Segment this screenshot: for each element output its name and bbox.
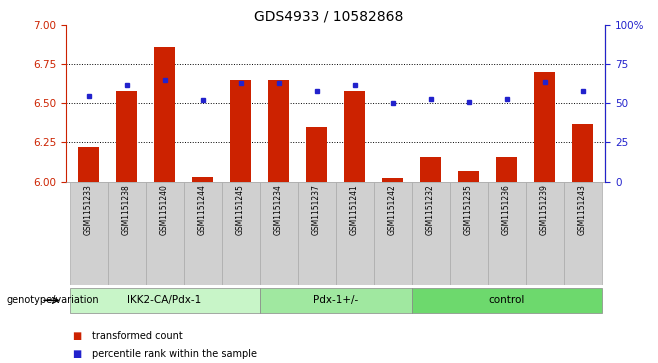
Bar (458, 171, 479, 182)
Text: GSM1151235: GSM1151235 (464, 185, 473, 236)
Text: IKK2-CA/Pdx-1: IKK2-CA/Pdx-1 (128, 295, 202, 305)
Text: percentile rank within the sample: percentile rank within the sample (92, 349, 257, 359)
Text: GSM1151232: GSM1151232 (426, 185, 435, 235)
Text: control: control (488, 295, 524, 305)
Bar (260, 288, 411, 313)
Bar (563, 182, 601, 285)
Text: ■: ■ (72, 331, 82, 341)
Text: GSM1151243: GSM1151243 (578, 185, 587, 236)
Bar (184, 182, 222, 285)
Bar (70, 182, 108, 285)
Text: GSM1151241: GSM1151241 (350, 185, 359, 235)
Text: GSM1151237: GSM1151237 (312, 185, 321, 236)
Bar (297, 182, 336, 285)
Text: GSM1151244: GSM1151244 (198, 185, 207, 236)
Bar (116, 91, 137, 182)
Text: GSM1151240: GSM1151240 (160, 185, 169, 236)
Text: GSM1151236: GSM1151236 (502, 185, 511, 236)
Text: GSM1151234: GSM1151234 (274, 185, 283, 236)
Bar (192, 177, 213, 182)
Bar (382, 178, 403, 182)
Text: genotype/variation: genotype/variation (7, 295, 99, 305)
Bar (268, 80, 289, 182)
Bar (526, 182, 563, 285)
Text: GDS4933 / 10582868: GDS4933 / 10582868 (254, 9, 404, 23)
Text: ■: ■ (72, 349, 82, 359)
Bar (411, 288, 601, 313)
Bar (230, 80, 251, 182)
Bar (572, 124, 593, 182)
Text: GSM1151233: GSM1151233 (84, 185, 93, 236)
Text: transformed count: transformed count (92, 331, 183, 341)
Bar (306, 127, 327, 182)
Text: GSM1151245: GSM1151245 (236, 185, 245, 236)
Bar (154, 47, 175, 182)
Bar (336, 182, 374, 285)
Bar (344, 91, 365, 182)
Bar (260, 182, 297, 285)
Bar (374, 182, 411, 285)
Bar (411, 182, 449, 285)
Bar (108, 182, 145, 285)
Text: Pdx-1+/-: Pdx-1+/- (313, 295, 358, 305)
Bar (534, 72, 555, 182)
Bar (78, 147, 99, 182)
Bar (496, 156, 517, 182)
Bar (145, 182, 184, 285)
Bar (222, 182, 260, 285)
Bar (488, 182, 526, 285)
Text: GSM1151238: GSM1151238 (122, 185, 131, 235)
Text: GSM1151239: GSM1151239 (540, 185, 549, 236)
Bar (70, 288, 260, 313)
Text: GSM1151242: GSM1151242 (388, 185, 397, 235)
Bar (420, 156, 441, 182)
Bar (449, 182, 488, 285)
